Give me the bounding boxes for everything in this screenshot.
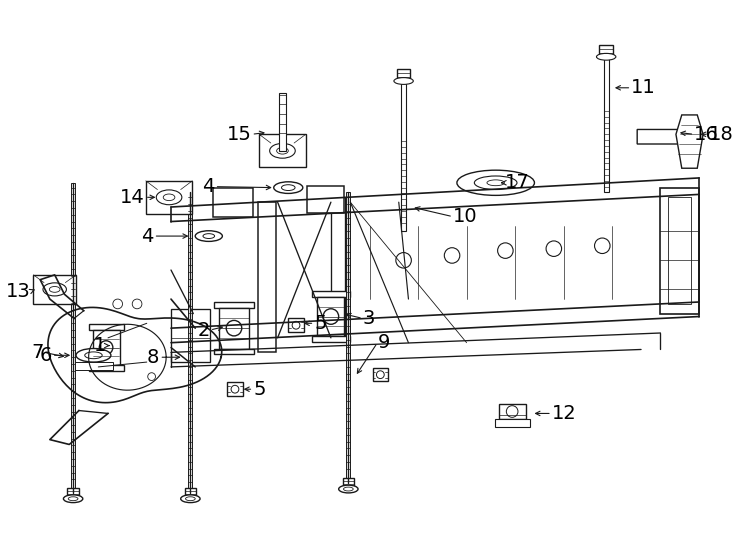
- Text: 5: 5: [253, 380, 266, 399]
- Bar: [214, 348, 255, 354]
- Text: 14: 14: [120, 188, 145, 207]
- Circle shape: [113, 299, 123, 309]
- Circle shape: [681, 131, 691, 141]
- Circle shape: [444, 248, 459, 263]
- Polygon shape: [676, 115, 703, 168]
- Bar: [311, 336, 350, 342]
- Ellipse shape: [76, 348, 111, 362]
- Text: 12: 12: [552, 404, 577, 423]
- Circle shape: [506, 406, 518, 417]
- Ellipse shape: [156, 190, 182, 205]
- Circle shape: [226, 320, 241, 336]
- Text: 1: 1: [94, 336, 106, 355]
- Ellipse shape: [277, 147, 288, 154]
- Bar: [228, 382, 243, 396]
- Text: 7: 7: [32, 343, 44, 362]
- Bar: [373, 368, 388, 381]
- Ellipse shape: [68, 497, 78, 501]
- Bar: [288, 319, 304, 332]
- Bar: [259, 134, 306, 167]
- Bar: [74, 362, 113, 370]
- Circle shape: [396, 253, 411, 268]
- Ellipse shape: [457, 170, 534, 195]
- Bar: [184, 488, 196, 498]
- Bar: [343, 478, 355, 488]
- Circle shape: [95, 343, 102, 352]
- Bar: [189, 192, 192, 493]
- Text: 2: 2: [197, 321, 210, 340]
- Bar: [146, 181, 192, 214]
- Text: 16: 16: [694, 125, 719, 144]
- Ellipse shape: [181, 495, 200, 503]
- Circle shape: [132, 299, 142, 309]
- Ellipse shape: [163, 194, 175, 200]
- Ellipse shape: [474, 176, 517, 190]
- Ellipse shape: [203, 234, 214, 239]
- Bar: [93, 330, 120, 366]
- Circle shape: [148, 373, 156, 381]
- Text: 15: 15: [227, 125, 252, 144]
- Bar: [71, 183, 75, 493]
- Bar: [661, 187, 700, 314]
- Text: 11: 11: [631, 78, 656, 97]
- Bar: [171, 309, 210, 362]
- Ellipse shape: [344, 487, 353, 491]
- Text: 18: 18: [709, 125, 734, 144]
- Text: 13: 13: [6, 282, 31, 301]
- Ellipse shape: [195, 231, 222, 241]
- Bar: [331, 197, 346, 341]
- Bar: [307, 186, 344, 213]
- Text: 6: 6: [40, 346, 52, 365]
- Text: 10: 10: [453, 207, 478, 226]
- Circle shape: [99, 341, 113, 354]
- Bar: [33, 275, 76, 304]
- Bar: [258, 202, 276, 353]
- Circle shape: [595, 238, 610, 253]
- Bar: [600, 45, 613, 57]
- Circle shape: [377, 371, 384, 379]
- Ellipse shape: [487, 180, 504, 186]
- Ellipse shape: [597, 53, 616, 60]
- Text: 8: 8: [147, 348, 159, 367]
- Bar: [397, 69, 410, 81]
- Circle shape: [231, 386, 239, 393]
- Bar: [89, 365, 125, 371]
- Ellipse shape: [338, 485, 358, 493]
- Bar: [311, 291, 350, 297]
- Bar: [214, 302, 255, 308]
- Circle shape: [546, 241, 562, 256]
- Ellipse shape: [394, 78, 413, 84]
- Bar: [89, 325, 125, 330]
- Bar: [495, 419, 530, 427]
- Ellipse shape: [63, 495, 83, 503]
- Ellipse shape: [281, 185, 295, 191]
- Ellipse shape: [84, 352, 102, 359]
- Ellipse shape: [43, 283, 66, 296]
- Bar: [668, 197, 691, 304]
- Bar: [219, 308, 249, 348]
- Text: 3: 3: [363, 309, 375, 328]
- Text: 4: 4: [141, 227, 153, 246]
- Circle shape: [292, 321, 300, 329]
- Bar: [401, 81, 406, 231]
- Bar: [213, 187, 253, 217]
- Bar: [279, 93, 286, 151]
- Bar: [68, 488, 79, 498]
- Circle shape: [498, 243, 513, 258]
- Text: 9: 9: [377, 333, 390, 352]
- Bar: [498, 404, 526, 419]
- Text: 5: 5: [314, 314, 327, 333]
- Bar: [604, 57, 608, 192]
- Bar: [317, 297, 344, 336]
- Ellipse shape: [269, 144, 295, 158]
- Text: 17: 17: [506, 173, 530, 192]
- Text: 4: 4: [203, 177, 214, 196]
- Bar: [346, 192, 350, 483]
- Circle shape: [323, 309, 338, 325]
- Polygon shape: [637, 120, 695, 144]
- Ellipse shape: [274, 182, 303, 193]
- Ellipse shape: [186, 497, 195, 501]
- Ellipse shape: [49, 287, 60, 292]
